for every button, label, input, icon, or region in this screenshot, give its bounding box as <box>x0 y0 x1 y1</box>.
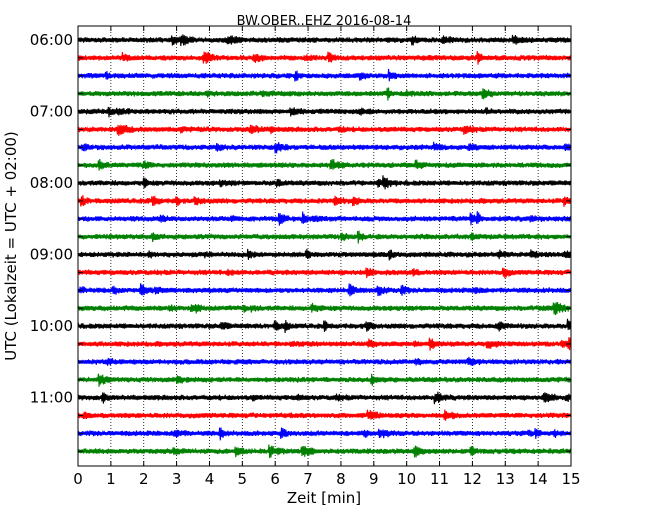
trace-1115 <box>77 409 572 421</box>
x-tick-label: 12 <box>463 470 482 488</box>
x-axis-title: Zeit [min] <box>287 489 361 507</box>
trace-0845 <box>77 230 572 244</box>
trace-0830 <box>77 211 572 226</box>
trace-0645 <box>77 87 572 101</box>
trace-0745 <box>77 158 572 171</box>
trace-0930 <box>77 283 572 297</box>
trace-0615 <box>77 51 572 65</box>
y-axis-title: UTC (Lokalzeit = UTC + 02:00) <box>2 131 20 361</box>
x-tick-label: 10 <box>397 470 416 488</box>
trace-0815 <box>77 195 572 207</box>
x-tick-label: 3 <box>172 470 182 488</box>
vertical-grid <box>110 26 539 466</box>
x-tick-label: 14 <box>529 470 548 488</box>
y-tick-label: 08:00 <box>30 174 73 192</box>
y-tick-label: 10:00 <box>30 317 73 335</box>
y-tick-label: 06:00 <box>30 31 73 49</box>
trace-1000 <box>77 318 572 334</box>
trace-0945 <box>77 302 572 316</box>
x-tick-label: 2 <box>139 470 149 488</box>
x-tick-label: 15 <box>561 470 580 488</box>
y-axis-ticks: 06:00 07:00 08:00 09:00 10:00 11:00 <box>30 31 571 452</box>
trace-1100 <box>77 391 572 405</box>
trace-0630 <box>77 68 572 82</box>
y-tick-label: 11:00 <box>30 389 73 407</box>
trace-1045 <box>77 373 572 387</box>
x-tick-label: 9 <box>369 470 379 488</box>
x-tick-label: 1 <box>106 470 116 488</box>
y-tick-label: 07:00 <box>30 103 73 121</box>
x-tick-label: 6 <box>270 470 280 488</box>
x-tick-label: 8 <box>336 470 346 488</box>
trace-1145 <box>77 444 572 459</box>
plot-frame <box>77 25 572 467</box>
seismogram-traces <box>77 34 572 459</box>
x-axis-ticks: 0 1 2 3 4 5 6 7 8 9 10 11 12 13 14 15 <box>73 26 581 488</box>
chart-title: BW.OBER..EHZ 2016-08-14 <box>237 14 412 29</box>
trace-0915 <box>77 267 572 279</box>
x-tick-label: 5 <box>238 470 248 488</box>
trace-0715 <box>77 124 572 136</box>
trace-0730 <box>77 141 572 154</box>
trace-1030 <box>77 356 572 366</box>
x-tick-label: 7 <box>303 470 313 488</box>
trace-0800 <box>77 175 572 190</box>
trace-0600 <box>77 34 572 47</box>
trace-1015 <box>77 337 572 351</box>
x-tick-label: 13 <box>496 470 515 488</box>
x-tick-label: 11 <box>430 470 449 488</box>
trace-1130 <box>77 427 572 441</box>
trace-0700 <box>77 106 572 118</box>
y-tick-label: 09:00 <box>30 246 73 264</box>
x-tick-label: 0 <box>73 470 83 488</box>
x-tick-label: 4 <box>205 470 215 488</box>
trace-0900 <box>77 248 572 261</box>
